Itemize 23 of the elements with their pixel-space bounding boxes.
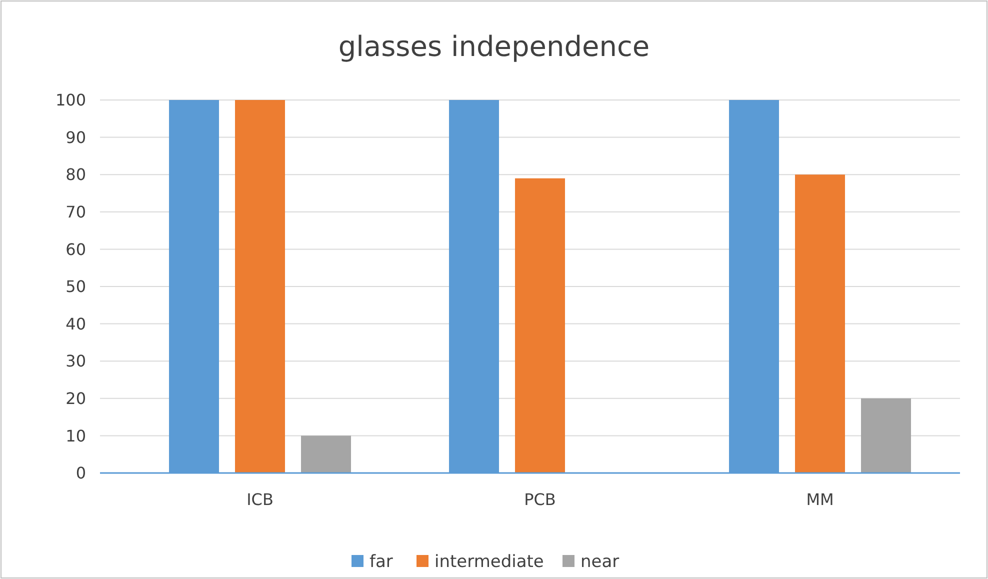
legend-label: far <box>370 552 393 572</box>
bar <box>795 174 845 473</box>
bar <box>235 100 285 473</box>
y-tick-label: 20 <box>66 389 86 408</box>
y-tick-label: 70 <box>66 202 86 222</box>
x-tick-label: ICB <box>246 490 274 509</box>
y-tick-label: 60 <box>66 240 86 259</box>
x-tick-label: PCB <box>524 490 556 509</box>
bar <box>861 398 911 473</box>
y-tick-label: 90 <box>66 128 86 147</box>
y-tick-label: 10 <box>66 426 86 446</box>
y-tick-label: 50 <box>66 277 86 296</box>
y-tick-label: 0 <box>76 464 86 483</box>
legend-label: near <box>580 552 620 572</box>
y-tick-label: 80 <box>66 165 86 184</box>
y-tick-label: 40 <box>66 314 86 334</box>
bar <box>515 178 565 473</box>
y-tick-label: 100 <box>55 90 86 110</box>
x-tick-label: MM <box>806 490 834 509</box>
legend-label: intermediate <box>434 552 544 572</box>
chart-title: glasses independence <box>338 30 650 63</box>
y-tick-label: 30 <box>66 352 86 371</box>
bar <box>301 436 351 473</box>
